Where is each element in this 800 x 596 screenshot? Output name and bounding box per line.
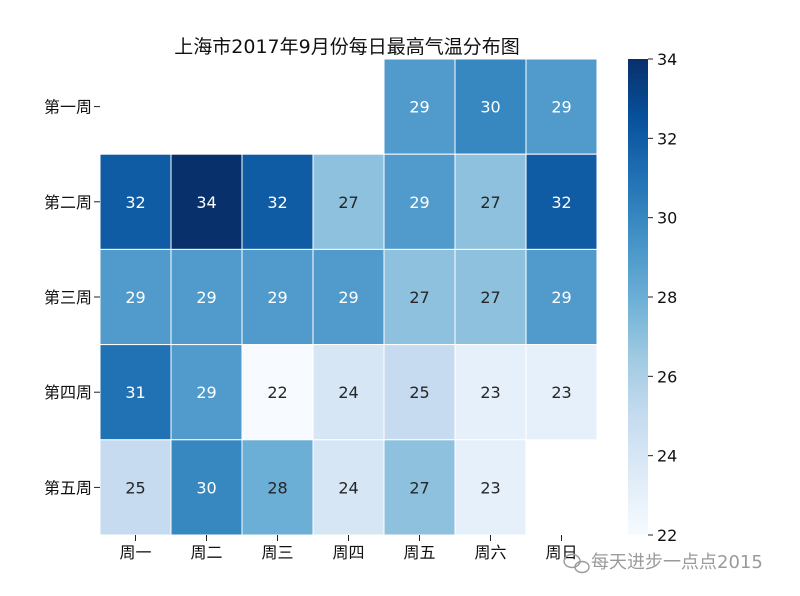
watermark-text: 每天进步一点点2015 <box>591 552 763 573</box>
wechat-icon <box>563 553 590 574</box>
cell-value-label: 32 <box>125 193 145 212</box>
cell-value-label: 25 <box>409 383 429 402</box>
cell-value-label: 27 <box>409 288 429 307</box>
cell-value-label: 34 <box>196 193 216 212</box>
x-axis: 周一 周二 周三 周四 周五 周六 周日 <box>119 535 578 562</box>
cell-value-label: 29 <box>267 288 287 307</box>
cell-value-label: 29 <box>196 288 216 307</box>
heatmap-cell <box>525 58 598 155</box>
heatmap-cell <box>312 344 385 441</box>
y-tick-label: 第二周 <box>44 193 92 212</box>
x-tick-label: 周一 <box>119 543 151 562</box>
colorbar-tick-label: 24 <box>657 447 677 466</box>
colorbar-tick-label: 22 <box>657 526 677 545</box>
heatmap-cell <box>241 153 314 250</box>
heatmap-cell <box>312 439 385 536</box>
heatmap-cell <box>454 344 527 441</box>
cell-value-label: 31 <box>125 383 145 402</box>
heatmap-cell <box>454 248 527 346</box>
heatmap-cell <box>241 344 314 441</box>
y-tick-label: 第三周 <box>44 288 92 307</box>
heatmap-cell <box>99 439 172 536</box>
cell-value-label: 32 <box>551 193 571 212</box>
y-tick-label: 第五周 <box>44 478 92 497</box>
x-tick-label: 周二 <box>190 543 222 562</box>
cell-value-label: 23 <box>480 383 500 402</box>
colorbar: 22 24 26 28 30 32 34 <box>628 50 677 545</box>
cell-value-label: 25 <box>125 478 145 497</box>
heatmap-cell <box>241 439 314 536</box>
x-tick-label: 周日 <box>545 543 577 562</box>
colorbar-ticks: 22 24 26 28 30 32 34 <box>648 50 677 545</box>
heatmap-cell <box>454 58 527 155</box>
colorbar-tick-label: 30 <box>657 209 677 228</box>
y-tick-label: 第四周 <box>44 383 92 402</box>
heatmap-cell <box>99 153 172 250</box>
cell-value-labels: 29 30 29 32 34 32 27 29 27 32 29 29 29 29 27 27 29 31 29 22… <box>125 98 571 498</box>
cell-value-label: 30 <box>196 478 216 497</box>
colorbar-tick-label: 26 <box>657 367 677 386</box>
heatmap-cell <box>312 248 385 346</box>
heatmap-cell <box>383 153 456 250</box>
watermark: 每天进步一点点2015 <box>563 552 763 574</box>
heatmap-cell <box>383 344 456 441</box>
cell-value-label: 23 <box>480 478 500 497</box>
heatmap-cell <box>170 153 243 250</box>
cell-value-label: 29 <box>196 383 216 402</box>
chart-title: 上海市2017年9月份每日最高气温分布图 <box>174 36 519 58</box>
heatmap-cell <box>241 248 314 346</box>
colorbar-tick-label: 28 <box>657 288 677 307</box>
cell-value-label: 27 <box>409 478 429 497</box>
colorbar-tick-label: 32 <box>657 129 677 148</box>
x-tick-label: 周五 <box>403 543 435 562</box>
cell-value-label: 29 <box>551 98 571 117</box>
cell-value-label: 27 <box>480 193 500 212</box>
heatmap-cell <box>383 439 456 536</box>
colorbar-gradient <box>628 59 648 535</box>
cell-value-label: 28 <box>267 478 287 497</box>
heatmap-cell <box>525 248 598 346</box>
cell-value-label: 22 <box>267 383 287 402</box>
cell-value-label: 29 <box>338 288 358 307</box>
heatmap-cells <box>99 58 598 536</box>
x-tick-label: 周四 <box>332 543 364 562</box>
cell-value-label: 29 <box>551 288 571 307</box>
cell-value-label: 23 <box>551 383 571 402</box>
heatmap-cell <box>170 248 243 346</box>
colorbar-tick-label: 34 <box>657 50 677 69</box>
cell-value-label: 27 <box>480 288 500 307</box>
cell-value-label: 27 <box>338 193 358 212</box>
y-tick-label: 第一周 <box>44 98 92 117</box>
cell-value-label: 24 <box>338 478 358 497</box>
heatmap-cell <box>525 153 598 250</box>
heatmap-cell <box>525 344 598 441</box>
x-tick-label: 周六 <box>474 543 506 562</box>
cell-value-label: 29 <box>125 288 145 307</box>
heatmap-cell <box>383 58 456 155</box>
cell-value-label: 30 <box>480 98 500 117</box>
heatmap-cell <box>170 344 243 441</box>
heatmap-cell <box>454 439 527 536</box>
cell-value-label: 24 <box>338 383 358 402</box>
cell-value-label: 29 <box>409 193 429 212</box>
cell-value-label: 32 <box>267 193 287 212</box>
x-tick-label: 周三 <box>261 543 293 562</box>
cell-value-label: 29 <box>409 98 429 117</box>
